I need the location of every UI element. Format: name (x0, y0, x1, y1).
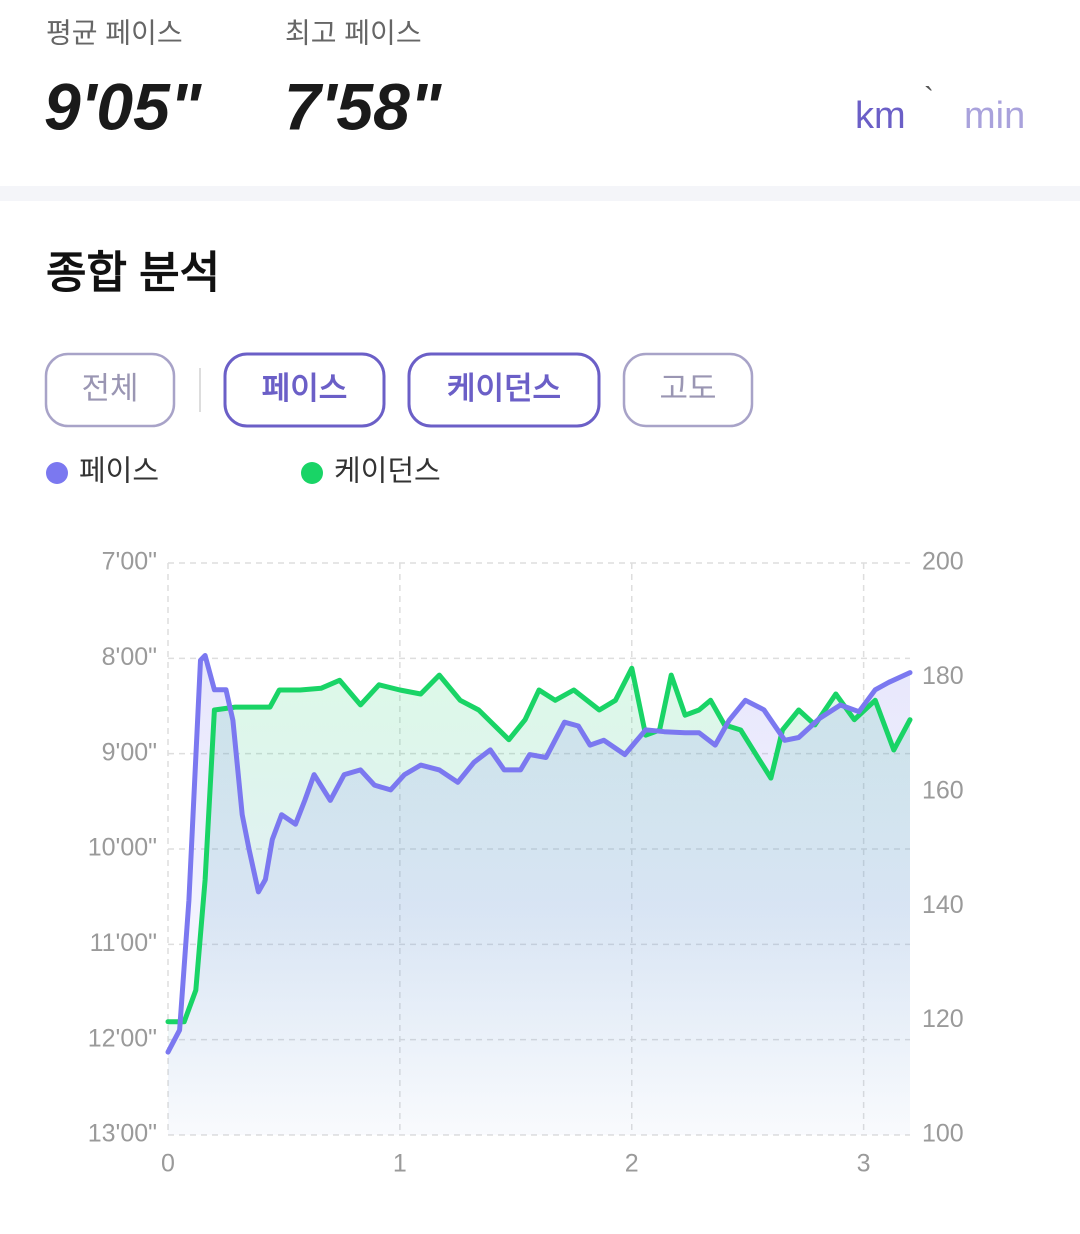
y2-tick-label: 100 (922, 1120, 964, 1148)
unit-separator: ` (924, 82, 934, 115)
legend-dot (301, 462, 323, 484)
tab[interactable] (223, 352, 386, 428)
tab-label[interactable]: 전체 (81, 371, 138, 406)
area (168, 655, 910, 1135)
y-tick-label: 7'00" (102, 548, 157, 576)
x-tick-label: 1 (393, 1150, 407, 1178)
x-tick-label: 0 (161, 1150, 175, 1178)
plot: 페이스 케이던스 13'00" 12'00" 11'00" 10'00" 9'00" 8'00… (46, 456, 964, 1178)
series-line (165, 653, 913, 1055)
y2-tick-label: 140 (922, 891, 964, 919)
section-title: 종합 분석 (46, 249, 220, 298)
legend-label: 페이스 (79, 456, 159, 488)
unit-km[interactable]: km (855, 95, 906, 137)
x-tick-label: 2 (625, 1150, 639, 1178)
y2-tick-label: 180 (922, 662, 964, 690)
tab-label[interactable]: 케이던스 (447, 371, 561, 406)
stat-label: 최고 페이스 (285, 17, 422, 48)
divider-band (0, 186, 1080, 201)
y2-tick-label: 200 (922, 548, 964, 576)
y-tick-label: 9'00" (102, 738, 157, 766)
tabs: 전체 페이스 케이던스 고도 (44, 352, 754, 428)
legend-dot (46, 462, 68, 484)
stat-value: 9'05" (44, 69, 202, 143)
y2-tick-label: 160 (922, 776, 964, 804)
y2-tick-label: 120 (922, 1005, 964, 1033)
tab[interactable] (407, 352, 601, 428)
tab[interactable] (622, 352, 754, 428)
tab[interactable] (44, 352, 176, 428)
tab-label[interactable]: 고도 (659, 371, 716, 406)
y-tick-label: 11'00" (90, 929, 157, 957)
stat-value: 7'58" (284, 69, 442, 143)
y-tick-label: 12'00" (88, 1024, 157, 1052)
x-tick-label: 3 (857, 1150, 871, 1178)
legend-label: 케이던스 (334, 456, 441, 488)
unit-min[interactable]: min (964, 95, 1025, 137)
y-tick-label: 13'00" (88, 1120, 157, 1148)
y-tick-label: 10'00" (88, 834, 157, 862)
y-tick-label: 8'00" (102, 643, 157, 671)
stat-label: 평균 페이스 (46, 17, 183, 48)
tab-label[interactable]: 페이스 (262, 371, 348, 406)
